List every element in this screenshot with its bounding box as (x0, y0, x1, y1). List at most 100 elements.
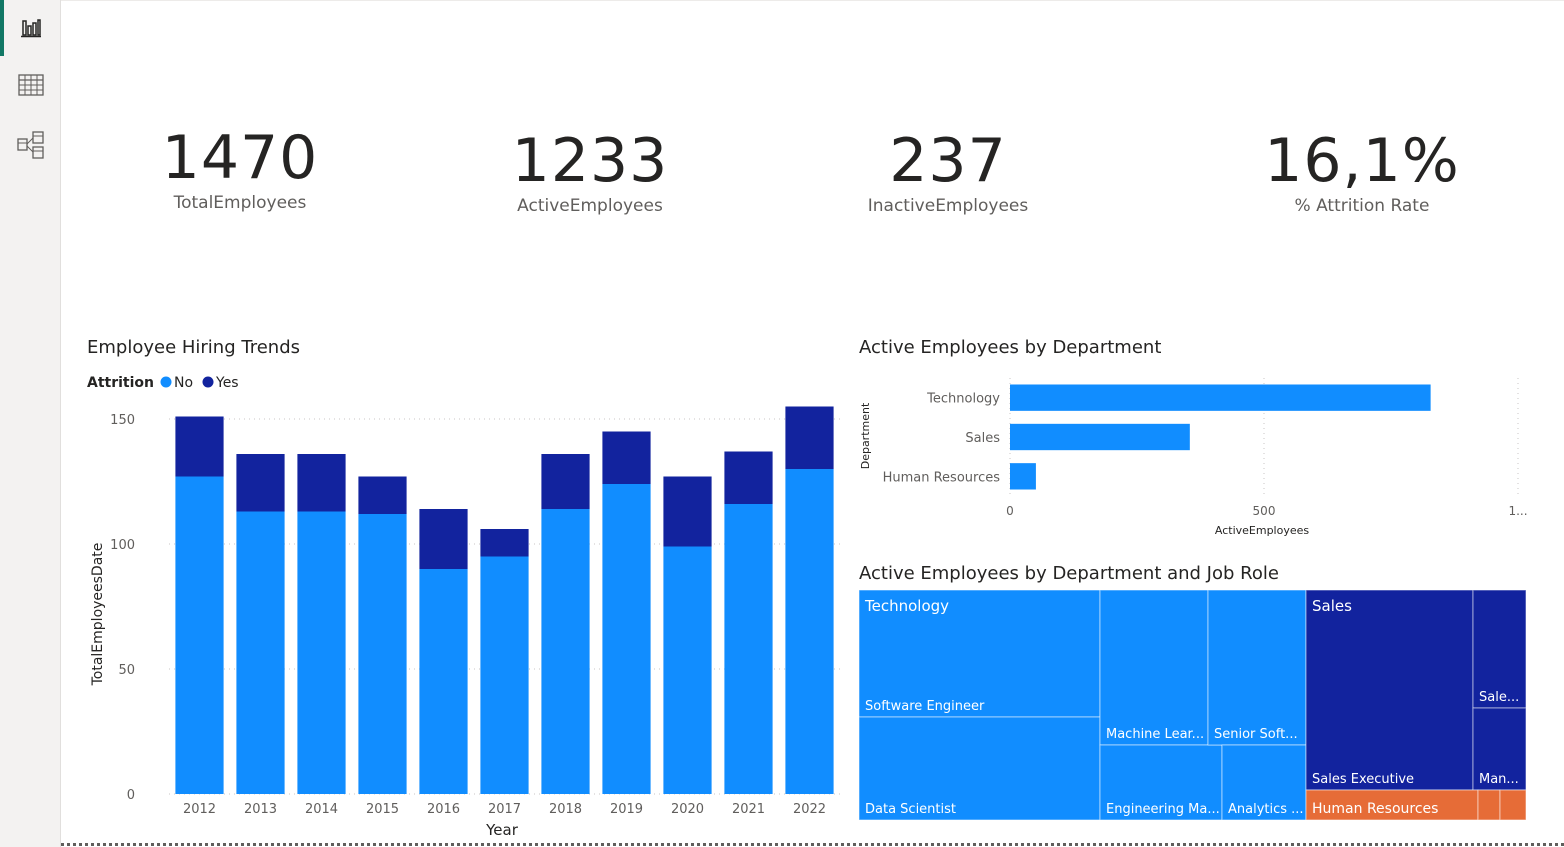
bar-segment-no[interactable] (663, 546, 712, 795)
bar-technology[interactable] (1010, 384, 1431, 411)
bar-segment-no[interactable] (175, 476, 224, 795)
department-bar-chart[interactable]: Department ActiveEmployees 0 500 1... Tech… (855, 370, 1535, 545)
x-tick-label: 2018 (549, 802, 582, 817)
x-tick-label: 500 (1253, 504, 1276, 518)
bar-segment-yes[interactable] (724, 451, 773, 505)
data-view-button[interactable] (0, 57, 61, 113)
treemap-tile[interactable] (1099, 589, 1209, 746)
bar-segment-no[interactable] (236, 511, 285, 795)
treemap-tile[interactable] (1499, 789, 1527, 821)
y-tick-label: 0 (127, 788, 135, 803)
bar-segment-no[interactable] (480, 556, 529, 795)
kpi-card-total-employees[interactable]: 1470 TotalEmployees (140, 125, 340, 213)
treemap-title: Active Employees by Department and Job R… (859, 563, 1279, 584)
y-tick-label: Human Resources (883, 470, 1001, 485)
x-tick-label: 2015 (366, 802, 399, 817)
bar-segment-yes[interactable] (785, 406, 834, 470)
y-tick-label: Technology (926, 392, 1000, 407)
x-tick-label: 2017 (488, 802, 521, 817)
x-axis-title: Year (485, 821, 519, 839)
y-axis-title: TotalEmployeesDate (90, 543, 106, 687)
hiring-trends-title: Employee Hiring Trends (87, 337, 301, 358)
treemap-tile-label: Machine Lear... (1106, 727, 1204, 742)
page-bottom-border (61, 843, 1564, 846)
legend-no-label: No (174, 375, 193, 391)
treemap-tile[interactable] (1099, 744, 1223, 821)
treemap-tile[interactable] (1477, 789, 1501, 821)
bar-segment-no[interactable] (602, 484, 651, 794)
bar-segment-yes[interactable] (541, 454, 590, 509)
treemap-tile-label: Software Engineer (865, 699, 985, 714)
x-tick-label: 2019 (610, 802, 643, 817)
bar-segment-no[interactable] (358, 514, 407, 794)
kpi-value: 1233 (511, 126, 669, 196)
treemap-group-label: Human Resources (1312, 801, 1438, 817)
kpi-value: 16,1% (1264, 126, 1460, 196)
bar-segment-no[interactable] (724, 504, 773, 794)
treemap-group-label: Sales (1312, 597, 1352, 615)
kpi-label: InactiveEmployees (867, 196, 1029, 216)
treemap-tile[interactable] (1305, 789, 1479, 821)
y-tick-label: Sales (965, 431, 1000, 446)
bar-sales[interactable] (1010, 423, 1190, 451)
x-tick-label: 2014 (305, 802, 338, 817)
kpi-label: TotalEmployees (173, 193, 307, 213)
canvas-top-border (61, 0, 1564, 1)
bar-segment-yes[interactable] (419, 509, 468, 569)
bar-segment-no[interactable] (785, 469, 834, 794)
view-navigation-rail (0, 0, 61, 847)
model-view-button[interactable] (0, 117, 61, 173)
treemap-tile[interactable] (1305, 589, 1474, 791)
kpi-value: 237 (889, 126, 1007, 196)
treemap-tile[interactable] (858, 716, 1101, 821)
bar-segment-yes[interactable] (236, 454, 285, 512)
model-view-icon (16, 131, 44, 159)
kpi-label: % Attrition Rate (1294, 196, 1430, 216)
dept-x-axis-title: ActiveEmployees (1215, 524, 1310, 537)
y-tick-label: 100 (110, 538, 135, 553)
treemap-tile-label: Engineering Ma... (1106, 802, 1220, 817)
dept-y-axis-title: Department (859, 402, 872, 469)
bar-segment-no[interactable] (541, 509, 590, 794)
legend-no-marker (160, 376, 172, 388)
department-chart-title: Active Employees by Department (859, 337, 1162, 358)
bar-segment-yes[interactable] (480, 529, 529, 557)
treemap-tile-label: Analytics ... (1228, 802, 1304, 817)
report-view-button[interactable] (0, 0, 61, 56)
bar-segment-yes[interactable] (602, 431, 651, 485)
bar-segment-yes[interactable] (297, 454, 346, 512)
data-view-icon (17, 74, 44, 96)
x-tick-label: 2020 (671, 802, 704, 817)
legend-yes-marker (202, 376, 214, 388)
treemap-tile[interactable] (1207, 589, 1307, 746)
hiring-trends-chart[interactable]: Attrition No Yes TotalEmployeesDate Year… (80, 370, 840, 845)
kpi-card-inactive-employees[interactable]: 237 InactiveEmployees (838, 128, 1058, 216)
kpi-value: 1470 (161, 123, 319, 193)
x-tick-label: 2021 (732, 802, 765, 817)
kpi-label: ActiveEmployees (517, 196, 663, 216)
x-tick-label: 2013 (244, 802, 277, 817)
treemap-tile-label: Senior Soft... (1214, 727, 1298, 742)
job-role-treemap[interactable]: Software Engineer Data Scientist Machine L… (858, 589, 1527, 822)
treemap-tile-label: Sales Executive (1312, 772, 1414, 787)
treemap-tile[interactable] (1221, 744, 1307, 821)
bar-human-resources[interactable] (1010, 463, 1036, 490)
legend-title: Attrition (87, 375, 154, 391)
treemap-tile-label: Data Scientist (865, 802, 956, 817)
treemap-tile-label: Sale... (1479, 690, 1519, 705)
kpi-card-attrition-rate[interactable]: 16,1% % Attrition Rate (1252, 128, 1472, 216)
treemap-tile[interactable] (1472, 589, 1527, 709)
bar-segment-yes[interactable] (358, 476, 407, 515)
treemap-tile-label: Man... (1479, 772, 1519, 787)
kpi-card-active-employees[interactable]: 1233 ActiveEmployees (480, 128, 700, 216)
y-tick-label: 150 (110, 413, 135, 428)
bar-segment-yes[interactable] (175, 416, 224, 477)
treemap-tile[interactable] (858, 589, 1101, 718)
bar-segment-no[interactable] (419, 569, 468, 794)
bar-segment-no[interactable] (297, 511, 346, 795)
x-tick-label: 1... (1508, 504, 1527, 518)
legend-yes-label: Yes (215, 375, 239, 391)
treemap-tile[interactable] (1472, 707, 1527, 791)
bar-segment-yes[interactable] (663, 476, 712, 547)
report-view-icon (20, 19, 41, 38)
